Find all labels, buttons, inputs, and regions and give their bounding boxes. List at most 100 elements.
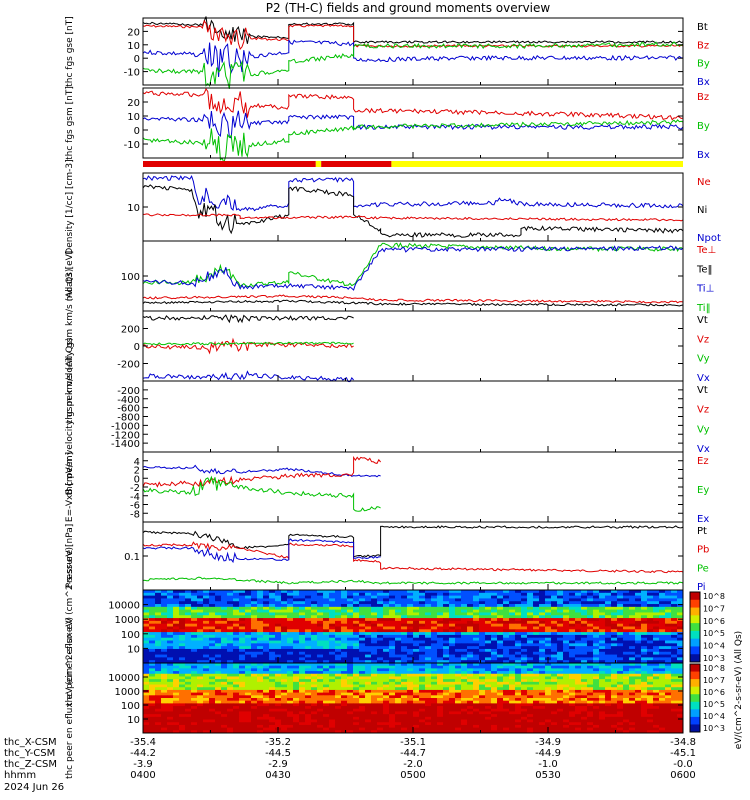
heatmap-cell <box>443 676 450 680</box>
heatmap-cell <box>635 671 642 675</box>
heatmap-cell <box>311 714 318 718</box>
heatmap-cell <box>167 722 174 726</box>
heatmap-cell <box>377 634 384 639</box>
heatmap-cell <box>509 727 516 731</box>
heatmap-cell <box>155 687 162 691</box>
heatmap-cell <box>293 632 300 636</box>
heatmap-cell <box>281 646 288 650</box>
heatmap-cell <box>161 626 168 630</box>
heatmap-cell <box>263 730 270 734</box>
heatmap-cell <box>617 719 624 723</box>
heatmap-cell <box>311 629 318 633</box>
heatmap-cell <box>521 657 528 661</box>
heatmap-cell <box>347 716 354 721</box>
heatmap-cell <box>605 595 612 599</box>
heatmap-cell <box>161 727 168 731</box>
heatmap-cell <box>671 643 678 647</box>
heatmap-cell <box>191 604 198 608</box>
heatmap-cell <box>527 698 534 702</box>
heatmap-cell <box>515 592 522 597</box>
heatmap-cell <box>539 620 546 625</box>
heatmap-cell <box>305 727 312 731</box>
heatmap-cell <box>401 716 408 721</box>
heatmap-cell <box>239 676 246 680</box>
heatmap-cell <box>335 671 342 675</box>
heatmap-cell <box>197 671 204 675</box>
heatmap-cell <box>269 615 276 619</box>
series-line-Ex <box>142 464 381 478</box>
heatmap-cell <box>533 601 540 605</box>
heatmap-cell <box>551 626 558 630</box>
heatmap-cell <box>377 698 384 702</box>
heatmap-cell <box>281 730 288 734</box>
heatmap-cell <box>503 716 510 721</box>
heatmap-cell <box>323 592 330 597</box>
heatmap-cell <box>323 727 330 731</box>
heatmap-cell <box>425 592 432 597</box>
heatmap-cell <box>569 620 576 625</box>
heatmap-cell <box>227 651 234 656</box>
heatmap-cell <box>425 700 432 704</box>
heatmap-cell <box>437 714 444 718</box>
heatmap-cell <box>437 632 444 636</box>
heatmap-cell <box>299 637 306 642</box>
heatmap-cell <box>509 692 516 696</box>
heatmap-cell <box>419 706 426 710</box>
heatmap-cell <box>671 629 678 633</box>
heatmap-cell <box>647 660 654 664</box>
heatmap-cell <box>461 648 468 653</box>
heatmap-cell <box>497 671 504 675</box>
heatmap-cell <box>509 654 516 658</box>
heatmap-cell <box>359 601 366 605</box>
heatmap-cell <box>263 640 270 644</box>
heatmap-cell <box>233 634 240 639</box>
heatmap-cell <box>353 679 360 683</box>
heatmap-cell <box>557 640 564 644</box>
heatmap-cell <box>305 654 312 658</box>
heatmap-cell <box>311 722 318 726</box>
heatmap-cell <box>611 716 618 721</box>
heatmap-cell <box>635 609 642 613</box>
heatmap-cell <box>197 618 204 622</box>
orbit-value: -1.0 <box>538 759 558 770</box>
heatmap-cell <box>173 676 180 680</box>
heatmap-cell <box>473 663 480 667</box>
heatmap-cell <box>209 657 216 661</box>
heatmap-cell <box>461 657 468 661</box>
heatmap-cell <box>407 660 414 664</box>
heatmap-cell <box>341 665 348 669</box>
heatmap-cell <box>575 623 582 627</box>
heatmap-cell <box>617 623 624 627</box>
heatmap-cell <box>197 714 204 718</box>
heatmap-cell <box>503 695 510 699</box>
heatmap-cell <box>365 714 372 718</box>
heatmap-cell <box>371 595 378 599</box>
heatmap-cell <box>239 716 246 721</box>
heatmap-cell <box>557 698 564 702</box>
heatmap-cell <box>461 654 468 658</box>
heatmap-cell <box>233 719 240 723</box>
heatmap-cell <box>611 595 618 599</box>
heatmap-cell <box>467 706 474 710</box>
heatmap-cell <box>401 687 408 691</box>
heatmap-cell <box>659 714 666 718</box>
heatmap-cell <box>479 673 486 677</box>
heatmap-cell <box>539 629 546 633</box>
heatmap-cell <box>575 598 582 602</box>
heatmap-cell <box>467 708 474 712</box>
heatmap-cell <box>263 634 270 639</box>
heatmap-cell <box>599 671 606 675</box>
heatmap-cell <box>551 590 558 594</box>
heatmap-cell <box>497 612 504 616</box>
heatmap-cell <box>293 711 300 715</box>
heatmap-cell <box>563 692 570 696</box>
heatmap-cell <box>557 648 564 653</box>
heatmap-cell <box>365 663 372 667</box>
heatmap-cell <box>389 648 396 653</box>
heatmap-cell <box>539 684 546 688</box>
heatmap-cell <box>251 609 258 613</box>
heatmap-cell <box>323 703 330 707</box>
heatmap-cell <box>545 643 552 647</box>
heatmap-cell <box>551 719 558 723</box>
heatmap-cell <box>203 590 210 594</box>
